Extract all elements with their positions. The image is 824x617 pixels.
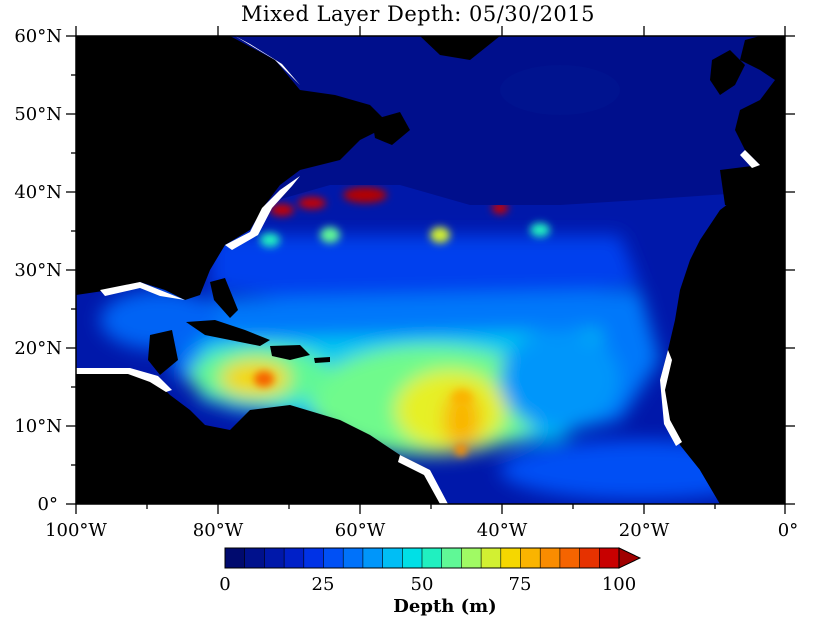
colorbar-cell xyxy=(480,547,502,569)
land-greenland-tip xyxy=(420,36,500,60)
land-hispaniola xyxy=(270,345,310,360)
gap-central-america-coast xyxy=(76,368,172,392)
eddy-ring-2 xyxy=(320,227,340,243)
colorbar-cell xyxy=(520,547,541,569)
lon-label-40w: 40°W xyxy=(477,520,528,541)
map-title: Mixed Layer Depth: 05/30/2015 xyxy=(241,2,595,26)
land-yucatan xyxy=(148,330,178,375)
coastal-gaps xyxy=(76,36,760,504)
lat-label-20n: 20°N xyxy=(14,338,62,359)
lon-label-20w: 20°W xyxy=(619,520,670,541)
lat-label-30n: 30°N xyxy=(14,260,62,281)
central-hotspot-2 xyxy=(452,390,472,406)
map-ticks xyxy=(66,26,795,514)
colorbar-cell xyxy=(500,547,522,569)
colorbar-tick-75: 75 xyxy=(509,574,532,595)
lon-label-60w: 60°W xyxy=(335,520,386,541)
land-europe-africa xyxy=(660,36,785,504)
eddy-ring-4 xyxy=(530,223,550,237)
subtropical-shallow-band xyxy=(210,235,640,300)
colorbar-tick-100: 100 xyxy=(602,574,636,595)
land-cuba xyxy=(186,320,270,346)
lat-label-40n: 40°N xyxy=(14,182,62,203)
gulf-stream-eddy-3 xyxy=(343,187,387,203)
latitude-tick-labels: 60°N 50°N 40°N 30°N 20°N 10°N 0° xyxy=(14,26,62,515)
colorbar-cell xyxy=(559,547,581,569)
land-puerto-rico xyxy=(314,357,330,363)
colorbar-cell xyxy=(323,547,344,569)
colorbar-cell xyxy=(579,547,600,569)
colorbar-tick-0: 0 xyxy=(219,574,230,595)
eddy-ring-1 xyxy=(260,233,280,247)
colorbar-cell xyxy=(303,547,325,569)
colorbar-cell xyxy=(244,547,266,569)
lat-label-60n: 60°N xyxy=(14,26,62,47)
lon-label-80w: 80°W xyxy=(193,520,244,541)
land-newfoundland xyxy=(372,112,410,145)
colorbar-cells xyxy=(224,547,620,569)
north-atlantic-lighter-patch-2 xyxy=(500,65,620,115)
central-atlantic-orange xyxy=(444,390,480,450)
colorbar-label: Depth (m) xyxy=(393,596,496,617)
colorbar: 0 25 50 75 100 Depth (m) xyxy=(219,547,642,617)
colorbar-extend-arrow xyxy=(618,547,642,569)
map-plot-area xyxy=(76,36,785,504)
depth-hotspots xyxy=(254,187,550,456)
lat-label-50n: 50°N xyxy=(14,104,62,125)
colorbar-cell xyxy=(461,547,482,569)
land-florida xyxy=(210,278,238,318)
colorbar-outline xyxy=(224,547,620,569)
colorbar-cell xyxy=(539,547,561,569)
lon-label-100w: 100°W xyxy=(45,520,107,541)
land-south-america xyxy=(230,420,440,504)
gap-north-america xyxy=(225,176,300,250)
gulf-stream-eddy-2 xyxy=(298,197,326,209)
colorbar-cell xyxy=(401,547,423,569)
colorbar-cell xyxy=(362,547,384,569)
colorbar-cell xyxy=(342,547,364,569)
land-british-isles xyxy=(710,50,745,95)
gulf-stream-eddy-1 xyxy=(270,204,294,216)
colorbar-tick-25: 25 xyxy=(312,574,335,595)
colorbar-cell xyxy=(382,547,404,569)
gulf-of-mexico-field xyxy=(100,290,220,350)
colorbar-cell xyxy=(224,547,246,569)
lon-label-0: 0° xyxy=(778,520,798,541)
land-masses xyxy=(76,36,785,504)
colorbar-cell xyxy=(421,547,443,569)
colorbar-cell xyxy=(283,547,305,569)
gap-south-america-coast xyxy=(398,455,448,504)
colorbar-tick-labels: 0 25 50 75 100 xyxy=(219,574,636,595)
gap-gulf-coast xyxy=(100,282,185,300)
colorbar-tick-50: 50 xyxy=(411,574,434,595)
eddy-ring-3 xyxy=(430,227,450,243)
colorbar-cell xyxy=(264,547,285,569)
land-north-america xyxy=(76,36,390,300)
lat-label-0: 0° xyxy=(38,494,58,515)
eastern-tropical-field xyxy=(500,330,620,430)
central-hotspot xyxy=(455,444,467,456)
gap-europe-coast xyxy=(740,150,760,168)
depth-field xyxy=(100,235,780,500)
longitude-tick-labels: 100°W 80°W 60°W 40°W 20°W 0° xyxy=(45,520,798,541)
caribbean-hotspot xyxy=(254,371,274,387)
lat-label-10n: 10°N xyxy=(14,416,62,437)
colorbar-cell xyxy=(598,547,620,569)
colorbar-cell xyxy=(441,547,463,569)
land-iberia xyxy=(720,165,770,210)
gap-west-africa-coast xyxy=(660,350,682,446)
land-africa-gulf-of-guinea xyxy=(700,460,785,504)
